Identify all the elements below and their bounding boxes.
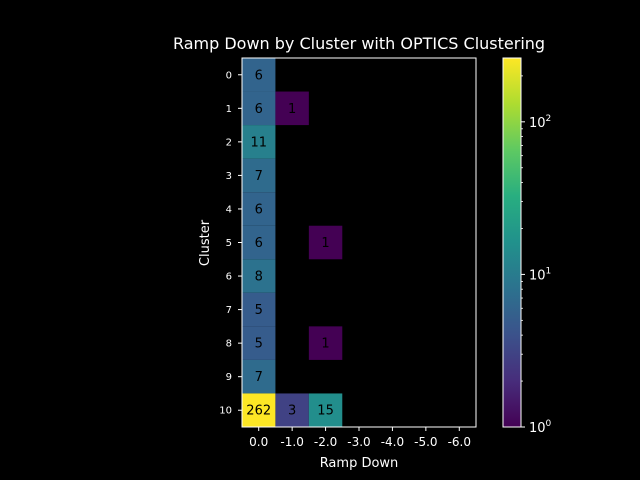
cell-value-label: 7 — [255, 370, 263, 385]
y-tick-label: 1 — [226, 104, 232, 115]
heatmap-cell — [275, 91, 309, 126]
cell-value-label: 262 — [246, 404, 271, 419]
colorbar-tick-label: 100 — [529, 419, 552, 436]
y-tick-label: 9 — [226, 372, 232, 383]
heatmap-cell — [242, 192, 276, 226]
cell-value-label: 11 — [250, 135, 267, 150]
heatmap-cell — [308, 225, 343, 260]
y-tick-label: 6 — [226, 272, 232, 283]
cell-value-label: 1 — [321, 236, 329, 251]
heatmap-cell — [242, 158, 276, 193]
heatmap-cell — [242, 393, 276, 427]
x-tick-label: 0.0 — [249, 435, 268, 449]
colorbar-tick-label: 102 — [529, 114, 551, 131]
cell-value-label: 15 — [317, 404, 334, 419]
heatmap-cell — [242, 326, 276, 360]
colorbar-tick-base: 10 — [529, 116, 546, 131]
y-tick-label: 5 — [226, 238, 232, 249]
colorbar — [502, 57, 522, 428]
cell-value-label: 1 — [288, 102, 296, 117]
y-tick-label: 7 — [226, 305, 232, 316]
x-tick-label: -2.0 — [314, 435, 337, 449]
heatmap-cell — [242, 225, 276, 260]
heatmap-cell — [242, 58, 276, 92]
y-axis-label: Cluster — [198, 219, 213, 266]
heatmap-cell — [242, 125, 276, 159]
cell-value-label: 5 — [255, 303, 263, 318]
x-tick-label: -6.0 — [448, 435, 471, 449]
cell-value-label: 7 — [255, 169, 263, 184]
colorbar-tick-label: 101 — [529, 266, 551, 283]
cell-value-label: 5 — [255, 337, 263, 352]
y-tick-label: 2 — [226, 137, 232, 148]
cell-value-label: 6 — [255, 68, 263, 83]
heatmap-cell — [242, 259, 276, 293]
cell-value-label: 6 — [255, 236, 263, 251]
colorbar-tick-base: 10 — [529, 421, 546, 436]
colorbar-tick-exponent: 0 — [546, 419, 552, 429]
y-axis-ticks: 0 1 2 3 4 5 6 7 8 9 10 — [219, 70, 242, 417]
cell-value-label: 1 — [321, 337, 329, 352]
x-axis-ticks: 0.0 -1.0 -2.0 -3.0 -4.0 -5.0 -6.0 — [249, 427, 471, 449]
colorbar-tick-base: 10 — [529, 268, 546, 283]
y-tick-label: 10 — [219, 406, 232, 417]
heatmap-cell — [242, 292, 276, 327]
heatmap-cell — [308, 326, 343, 360]
cell-value-label: 3 — [288, 404, 296, 419]
x-axis-label: Ramp Down — [320, 456, 399, 471]
chart-title: Ramp Down by Cluster with OPTICS Cluster… — [173, 34, 545, 53]
x-tick-label: -1.0 — [280, 435, 303, 449]
x-tick-label: -3.0 — [347, 435, 370, 449]
y-tick-label: 0 — [226, 70, 232, 81]
heatmap-cell — [242, 91, 276, 126]
heatmap-cell — [308, 393, 343, 427]
cell-value-label: 6 — [255, 102, 263, 117]
cell-value-label: 6 — [255, 202, 263, 217]
heatmap-cell — [242, 359, 276, 394]
colorbar-tick-exponent: 2 — [546, 114, 552, 124]
colorbar-tick-exponent: 1 — [546, 266, 552, 276]
x-tick-label: -4.0 — [381, 435, 404, 449]
heatmap-cell — [275, 393, 309, 427]
y-tick-label: 4 — [226, 204, 232, 215]
y-tick-label: 3 — [226, 171, 232, 182]
cell-value-label: 8 — [255, 270, 263, 285]
x-tick-label: -5.0 — [414, 435, 437, 449]
y-tick-label: 8 — [226, 339, 232, 350]
